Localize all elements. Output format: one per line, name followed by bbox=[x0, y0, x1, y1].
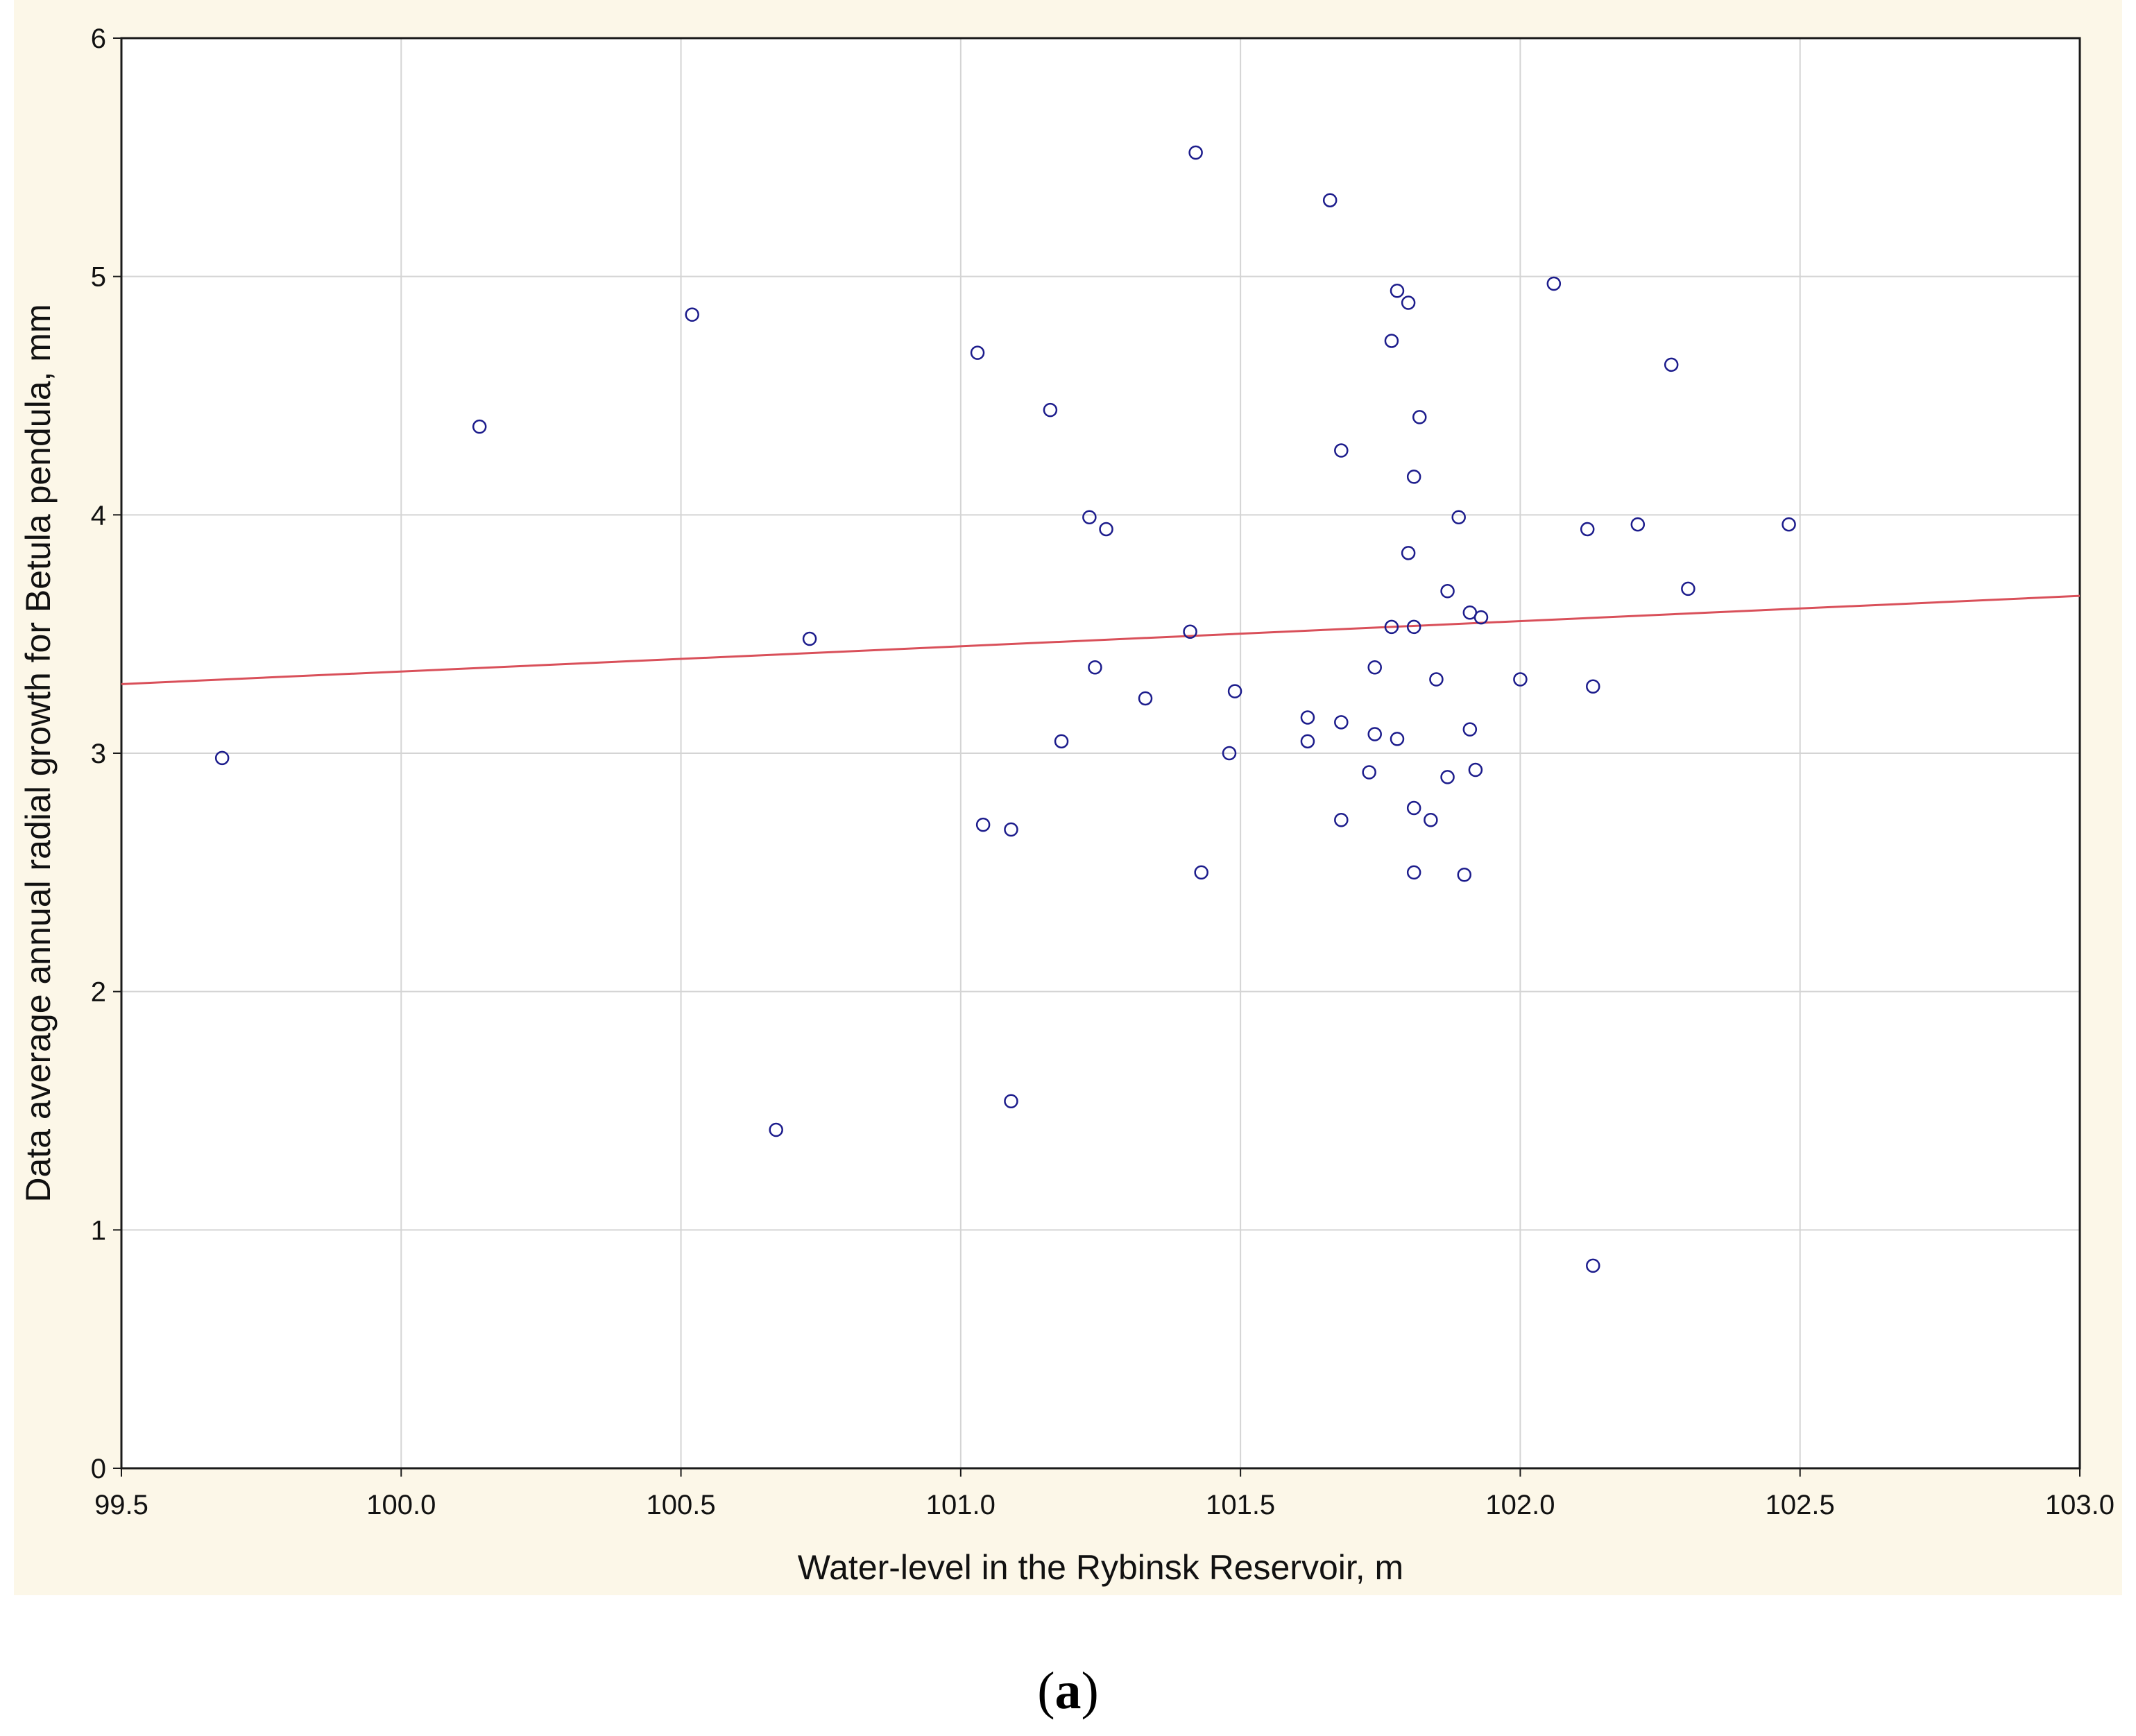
data-point bbox=[1586, 1258, 1600, 1273]
data-point bbox=[1227, 684, 1242, 698]
chart-panel: 99.5 100.0 100.5 101.0 101.5 102.0 102.5 103.0 0… bbox=[14, 0, 2122, 1595]
data-point bbox=[1451, 510, 1466, 525]
x-tick-label: 101.0 bbox=[926, 1490, 996, 1520]
data-point bbox=[1782, 517, 1796, 532]
x-tick-label: 103.0 bbox=[2045, 1490, 2114, 1520]
data-point bbox=[1457, 868, 1472, 882]
data-point bbox=[1440, 770, 1455, 784]
data-point bbox=[1183, 624, 1197, 639]
data-point bbox=[1412, 410, 1427, 424]
y-tick-label: 3 bbox=[91, 739, 106, 769]
data-point bbox=[1004, 822, 1018, 837]
data-point bbox=[1401, 546, 1416, 560]
data-point bbox=[1300, 734, 1315, 749]
data-point bbox=[1334, 715, 1349, 730]
data-point bbox=[1473, 610, 1489, 625]
data-point bbox=[1681, 581, 1695, 596]
x-tick-label: 102.5 bbox=[1766, 1490, 1835, 1520]
panel-label-close: ) bbox=[1081, 1662, 1099, 1720]
data-point bbox=[1468, 762, 1483, 777]
data-point bbox=[1401, 295, 1416, 310]
data-point bbox=[1188, 145, 1203, 160]
data-point bbox=[769, 1122, 783, 1137]
data-point bbox=[1138, 691, 1153, 706]
data-point bbox=[975, 817, 991, 832]
panel-label-open: ( bbox=[1037, 1662, 1055, 1720]
figure-panel-label: (a) bbox=[0, 1661, 2136, 1721]
x-tick-label: 100.0 bbox=[366, 1490, 436, 1520]
y-tick-label: 4 bbox=[91, 500, 106, 531]
y-tick-label: 5 bbox=[91, 262, 106, 293]
data-point bbox=[1664, 357, 1679, 372]
data-point bbox=[1367, 727, 1382, 741]
data-point bbox=[1384, 619, 1399, 635]
x-tick-label: 99.5 bbox=[94, 1490, 148, 1520]
data-point bbox=[1334, 812, 1349, 827]
panel-label-letter: a bbox=[1054, 1662, 1082, 1720]
data-point bbox=[1406, 800, 1421, 816]
data-point bbox=[1384, 334, 1399, 348]
data-point bbox=[1082, 510, 1097, 525]
data-point bbox=[970, 345, 985, 360]
data-point bbox=[1222, 746, 1237, 761]
data-point bbox=[214, 750, 230, 766]
data-point bbox=[472, 419, 487, 434]
data-point bbox=[1322, 193, 1338, 207]
data-point bbox=[1513, 672, 1528, 687]
data-point bbox=[1367, 660, 1382, 675]
data-point bbox=[1580, 522, 1595, 537]
data-point bbox=[1300, 710, 1315, 725]
data-point bbox=[1334, 443, 1349, 458]
data-point bbox=[1088, 660, 1102, 675]
data-point bbox=[1390, 732, 1405, 746]
x-tick-label: 100.5 bbox=[647, 1490, 716, 1520]
data-point bbox=[1424, 812, 1438, 827]
data-point bbox=[1406, 619, 1421, 635]
x-tick-label: 101.5 bbox=[1206, 1490, 1275, 1520]
y-tick-label: 6 bbox=[91, 24, 106, 54]
data-point bbox=[1004, 1094, 1018, 1109]
data-point bbox=[1546, 276, 1562, 291]
data-point bbox=[1406, 865, 1421, 880]
data-point bbox=[1630, 517, 1646, 532]
data-point bbox=[1194, 865, 1208, 880]
fit-line bbox=[121, 594, 2081, 685]
data-point bbox=[1390, 284, 1405, 298]
y-tick-label: 0 bbox=[91, 1454, 106, 1484]
data-point bbox=[1586, 679, 1600, 694]
data-point bbox=[1099, 522, 1113, 537]
y-axis-title: Data average annual radial growth for Be… bbox=[19, 304, 58, 1202]
scatter-chart: 99.5 100.0 100.5 101.0 101.5 102.0 102.5 103.0 0… bbox=[19, 24, 2114, 1587]
data-point bbox=[1462, 722, 1478, 737]
y-tick-label: 1 bbox=[91, 1215, 106, 1246]
x-axis-title: Water-level in the Rybinsk Reservoir, m bbox=[798, 1548, 1403, 1587]
data-point bbox=[1406, 470, 1421, 484]
data-point bbox=[1440, 584, 1455, 599]
data-point bbox=[1429, 672, 1444, 687]
data-point bbox=[1054, 734, 1069, 749]
data-point bbox=[685, 307, 699, 322]
y-tick-label: 2 bbox=[91, 977, 106, 1008]
x-tick-label: 102.0 bbox=[1485, 1490, 1555, 1520]
data-point bbox=[802, 631, 817, 646]
data-point bbox=[1043, 402, 1058, 418]
data-point bbox=[1362, 765, 1376, 780]
